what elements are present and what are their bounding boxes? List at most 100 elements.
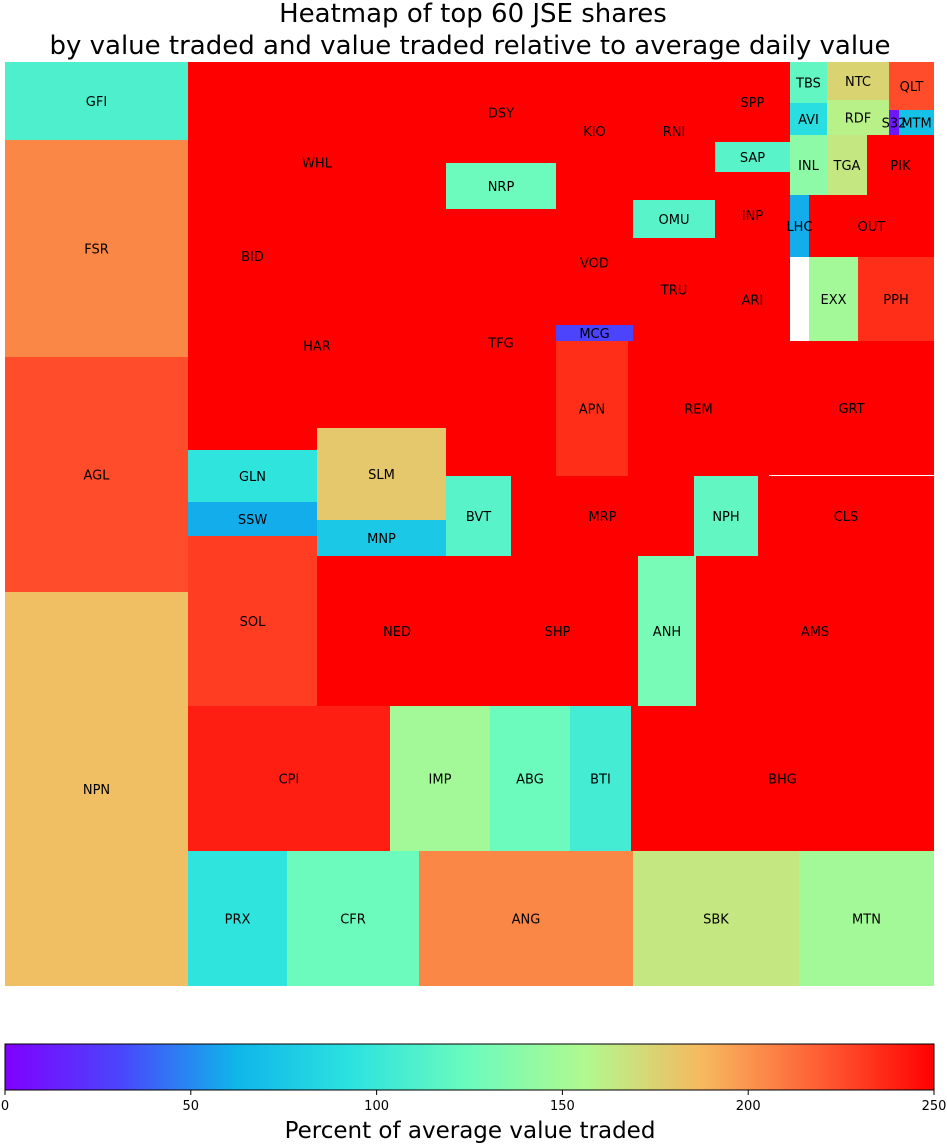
tile-label-exx: EXX [820,293,846,308]
colorbar-tick-label: 250 [922,1099,947,1114]
tile-gfi [5,62,188,140]
tile-spp [715,62,790,142]
colorbar-tick-label: 200 [736,1099,761,1114]
tile-label-tfg: TFG [487,337,514,352]
tile-label-har: HAR [303,340,331,355]
colorbar-label: Percent of average value traded [285,1118,656,1144]
tile-mrp [511,476,694,556]
tile-tfg [446,209,556,476]
tile-label-agl: AGL [84,469,111,484]
tile-imp [390,706,490,851]
chart-title: Heatmap of top 60 JSE shares [279,0,667,29]
tile-label-prx: PRX [225,913,251,928]
tile-fsr [5,140,188,357]
tile-label-s32: S32 [882,117,907,132]
chart-subtitle: by value traded and value traded relativ… [49,31,890,61]
tile-anh [638,556,696,706]
tile-label-cfr: CFR [340,913,366,928]
tile-label-slm: SLM [368,468,395,483]
tile-avi [790,103,827,135]
colorbar-tick-label: 150 [550,1099,575,1114]
tile-label-bhg: BHG [768,773,797,788]
tile-label-rdf: RDF [845,112,872,127]
tile-label-ssw: SSW [238,513,268,528]
tile-inp [715,172,790,258]
tile-label-out: OUT [858,220,886,235]
tile-rni [633,62,715,200]
tile-label-gln: GLN [239,470,266,485]
tile-mtn [799,851,934,986]
tile-exx [809,257,858,341]
tile-label-sbk: SBK [703,913,729,928]
tile-gln [188,450,317,502]
tile-label-npn: NPN [83,783,110,798]
tile-cls [758,476,934,556]
tile-label-kio: KIO [583,125,606,140]
tile-label-inp: INP [742,209,764,224]
tile-label-ntc: NTC [845,75,871,90]
tile-label-shp: SHP [545,625,571,640]
tile-nph [694,476,758,556]
tile-s32 [889,110,899,135]
tile-tru [633,238,715,341]
tile-bhg [631,706,934,851]
treemap-tiles: GFI FSR AGL NPN BID WHL HAR DSY NRP TFG KIO VOD MCG R… [5,62,934,986]
tile-lhc [790,195,809,257]
tile-label-anh: ANH [653,625,681,640]
tile-label-omu: OMU [659,213,690,228]
colorbar [4,1043,935,1091]
tile-grt [769,341,934,475]
tile-label-spp: SPP [741,96,765,111]
tile-label-mtn: MTN [852,913,881,928]
tile-label-fsr: FSR [84,243,109,258]
tile-label-vod: VOD [580,257,609,272]
tile-cfr [287,851,419,986]
tile-label-dsy: DSY [488,107,514,122]
tile-ntc [827,62,889,100]
tile-abg [490,706,570,851]
tile-kio [556,62,633,200]
tile-prx [188,851,287,986]
tile-label-ang: ANG [512,913,541,928]
tile-label-inl: INL [798,159,820,174]
colorbar-tick-label: 50 [183,1099,200,1114]
tile-label-nrp: NRP [488,180,515,195]
tile-label-ams: AMS [801,625,829,640]
tile-qlt [889,62,934,110]
tile-label-tga: TGA [833,159,861,174]
tile-bti [570,706,631,851]
tile-nrp [446,163,556,209]
tile-label-imp: IMP [429,773,452,788]
tile-label-ari: ARI [742,294,764,309]
tile-label-bti: BTI [590,773,611,788]
tile-label-tbs: TBS [795,77,821,92]
tile-sbk [633,851,799,986]
colorbar-ticks: 0 50 100 150 200 250 [1,1090,947,1114]
tile-label-bid: BID [241,250,264,265]
colorbar-tick-label: 100 [364,1099,389,1114]
tile-ari [715,258,790,341]
tile-cpi [188,706,390,851]
tile-label-gfi: GFI [86,95,107,110]
tile-ang [419,851,633,986]
tile-label-ned: NED [383,625,411,640]
tile-sol [188,536,317,706]
tile-omu [633,200,715,238]
tile-label-rni: RNI [663,125,686,140]
tile-dsy [446,62,556,163]
tile-label-bvt: BVT [466,510,491,525]
tile-rem [628,341,769,476]
tile-tbs [790,62,827,103]
tile-label-sol: SOL [240,615,266,630]
tile-label-avi: AVI [798,113,819,128]
tile-slm [317,428,446,520]
tile-npn [5,592,188,986]
tile-apn [556,341,628,476]
tile-label-tru: TRU [660,284,688,299]
tile-pik [867,135,934,195]
tile-vod [556,200,633,325]
tile-rdf [827,100,889,135]
tile-pph [858,257,934,341]
tile-label-mrp: MRP [588,510,616,525]
